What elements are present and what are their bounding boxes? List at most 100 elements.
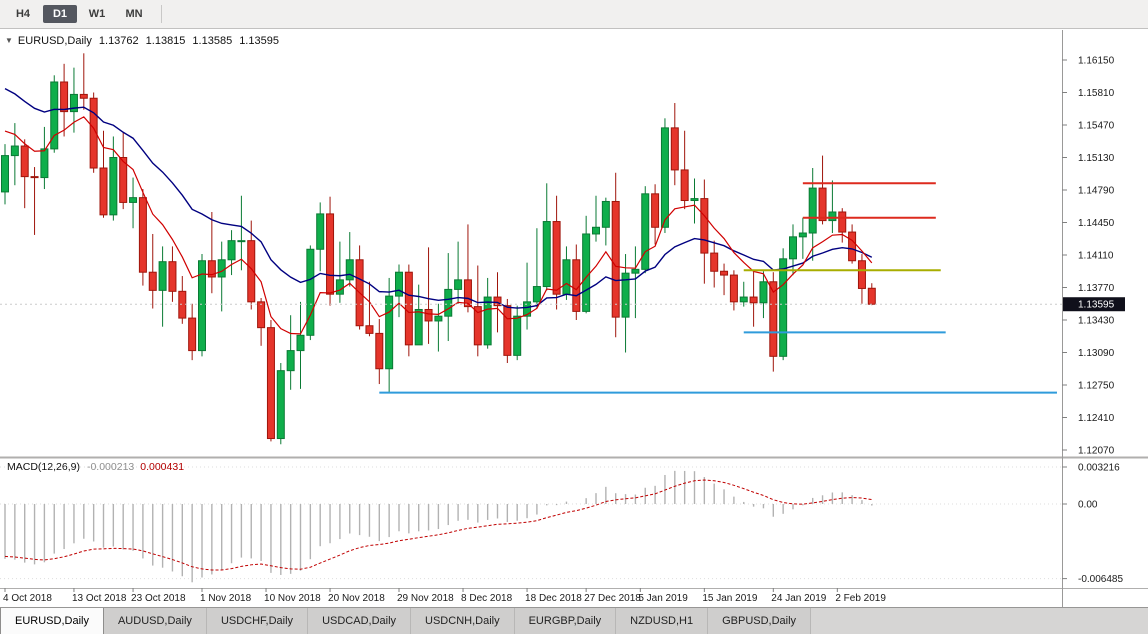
date-tick-label: 15 Jan 2019 <box>702 593 757 604</box>
candle-body <box>680 169 689 202</box>
candle-body <box>168 261 177 292</box>
chart-title: ▼ EURUSD,Daily 1.13762 1.13815 1.13585 1.1359… <box>5 35 279 47</box>
candle-body <box>50 81 59 150</box>
chart-tab-usdcad-daily[interactable]: USDCAD,Daily <box>308 608 412 634</box>
candle-body <box>395 271 403 297</box>
chart-tab-gbpusd-daily[interactable]: GBPUSD,Daily <box>708 608 812 634</box>
price-tick-label: 1.14790 <box>1078 186 1115 197</box>
candle-body <box>700 198 709 254</box>
candle-body <box>562 259 571 295</box>
candle-body <box>601 200 610 228</box>
chart-collapse-icon[interactable]: ▼ <box>5 36 13 45</box>
candle-body <box>335 279 344 295</box>
current-price-badge <box>1063 297 1125 312</box>
candle-body <box>769 281 778 357</box>
chart-tab-eurusd-daily[interactable]: EURUSD,Daily <box>0 608 104 634</box>
candle-body <box>326 213 335 295</box>
candle-body <box>789 236 797 260</box>
candle-body <box>710 252 719 272</box>
candle-body <box>129 197 138 203</box>
candle-body <box>227 240 236 261</box>
candle-body <box>217 259 226 278</box>
macd-main-value: -0.000213 <box>86 461 135 473</box>
date-tick-label: 24 Jan 2019 <box>771 593 826 604</box>
candle-body <box>483 296 492 346</box>
candle-body <box>473 306 482 346</box>
candle-body <box>40 148 49 179</box>
candle-body <box>316 213 325 250</box>
candle-body <box>1 155 9 193</box>
chart-tab-usdcnh-daily[interactable]: USDCNH,Daily <box>411 608 515 634</box>
candle-body <box>818 187 827 222</box>
candle-body <box>848 231 857 262</box>
macd-tick-label: 0.00 <box>1078 500 1098 511</box>
candle-body <box>109 157 118 216</box>
candle-body <box>20 145 29 178</box>
candle-body <box>434 315 443 322</box>
macd-indicator-label: MACD(12,26,9) -0.000213 0.000431 <box>7 461 184 473</box>
candle-body <box>582 233 591 312</box>
candle-body <box>838 211 847 233</box>
candle-body <box>365 325 374 334</box>
candle-body <box>10 145 19 157</box>
toolbar-separator <box>161 5 162 23</box>
date-tick-label: 23 Oct 2018 <box>131 593 186 604</box>
quote-high: 1.13815 <box>145 35 186 47</box>
candle-body <box>30 176 39 179</box>
candle-body <box>660 127 669 228</box>
quote-low: 1.13585 <box>192 35 233 47</box>
candle-body <box>158 261 167 291</box>
date-tick-label: 2 Feb 2019 <box>835 593 886 604</box>
price-tick-label: 1.12750 <box>1078 381 1115 392</box>
timeframe-button-h4[interactable]: H4 <box>15 8 31 20</box>
quote-close: 1.13595 <box>239 35 279 47</box>
candle-body <box>345 259 354 281</box>
chart-tab-usdchf-daily[interactable]: USDCHF,Daily <box>206 608 309 634</box>
candle-body <box>523 301 532 317</box>
candle-body <box>759 281 768 304</box>
candle-body <box>513 315 522 356</box>
price-tick-label: 1.12070 <box>1078 446 1115 457</box>
date-tick-label: 5 Jan 2019 <box>638 593 688 604</box>
candle-body <box>532 286 541 303</box>
date-tick-label: 27 Dec 2018 <box>584 593 641 604</box>
candle-body <box>276 370 285 440</box>
candle-body <box>631 268 640 274</box>
macd-tick-label: 0.003216 <box>1078 463 1120 474</box>
candle-body <box>247 240 256 303</box>
timeframe-toolbar: H4 D1 W1 MN <box>0 0 1148 29</box>
candle-body <box>552 221 561 295</box>
candle-body <box>60 81 69 113</box>
candle-body <box>808 187 817 234</box>
candle-body <box>867 287 876 305</box>
date-tick-label: 1 Nov 2018 <box>200 593 252 604</box>
chart-tab-eurgbp-daily[interactable]: EURGBP,Daily <box>514 608 617 634</box>
chart-tab-audusd-daily[interactable]: AUDUSD,Daily <box>103 608 207 634</box>
date-tick-label: 8 Dec 2018 <box>461 593 513 604</box>
candle-body <box>69 93 78 113</box>
candle-body <box>404 271 413 346</box>
macd-signal-value: 0.000431 <box>140 461 185 473</box>
timeframe-button-w1[interactable]: W1 <box>88 8 106 20</box>
candle-body <box>99 167 108 216</box>
chart-tab-nzdusd-h1[interactable]: NZDUSD,H1 <box>616 608 709 634</box>
chart-symbol-period: EURUSD,Daily <box>17 35 92 47</box>
candle-body <box>572 259 581 312</box>
timeframe-button-d1[interactable]: D1 <box>43 5 77 23</box>
candle-body <box>414 308 423 346</box>
price-tick-label: 1.13770 <box>1078 283 1115 294</box>
timeframe-button-mn[interactable]: MN <box>125 8 143 20</box>
candle-body <box>729 274 738 303</box>
candle-body <box>493 296 502 307</box>
chart-canvas[interactable]: 1.13595 1.16150 1.15810 1.15470 1.15130 1.147… <box>0 30 1148 607</box>
candle-body <box>690 198 699 202</box>
current-price-label: 1.13595 <box>1078 300 1115 311</box>
macd-tick-label: -0.006485 <box>1078 574 1123 585</box>
date-tick-label: 20 Nov 2018 <box>328 593 385 604</box>
candle-body <box>237 240 246 243</box>
price-tick-label: 1.14110 <box>1078 251 1114 262</box>
candle-body <box>463 279 472 308</box>
candle-body <box>385 295 394 370</box>
price-tick-label: 1.12410 <box>1078 413 1115 424</box>
